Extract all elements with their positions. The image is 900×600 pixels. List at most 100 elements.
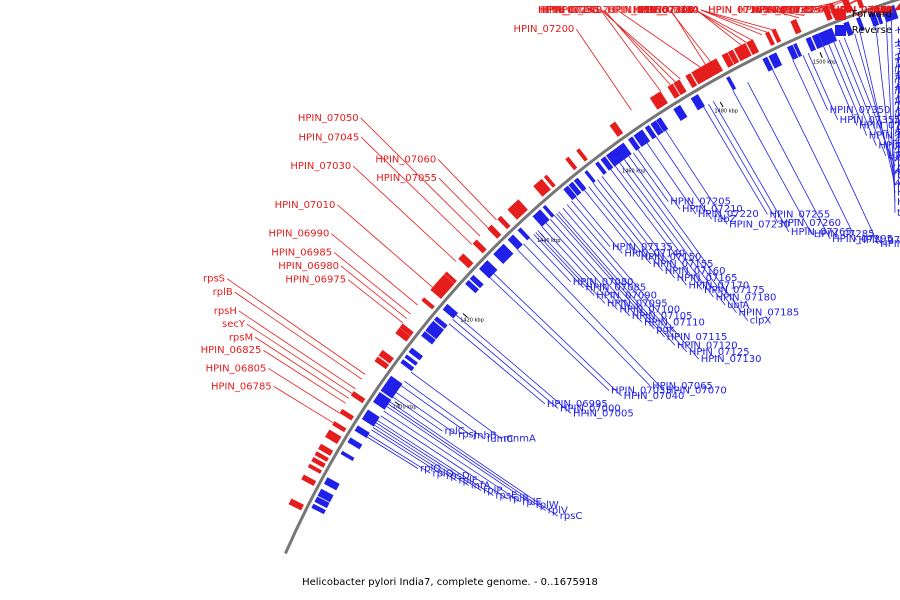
leader-line <box>562 207 688 353</box>
forward-gene-label: secY <box>222 319 246 330</box>
leader-line <box>455 314 572 414</box>
reverse-gene-label: rpsD <box>446 471 470 482</box>
leader-line <box>588 186 652 265</box>
forward-gene-label: HPIN_07310 <box>633 5 694 16</box>
forward-gene-label: HPIN_07920 <box>832 5 893 16</box>
leader-line <box>535 232 595 296</box>
label-leader-lines <box>226 0 900 517</box>
leader-line <box>894 47 900 73</box>
reverse-gene-label: HPIN_07775 <box>897 37 900 48</box>
reverse-gene-label: HPIN_07355 <box>840 115 900 126</box>
forward-gene-label: HPIN_07440 <box>774 5 835 16</box>
forward-gene <box>609 121 624 137</box>
reverse-gene <box>317 488 334 503</box>
reverse-gene <box>605 151 621 167</box>
reverse-gene-label: HPIN_07230 <box>729 219 790 230</box>
forward-gene-label: dnaA <box>867 5 893 16</box>
reverse-gene <box>388 375 403 388</box>
reverse-gene-label: HPIN_07635 <box>897 156 900 167</box>
forward-gene-label: HPIN_07580 <box>832 5 893 16</box>
forward-gene <box>307 463 322 474</box>
forward-gene <box>533 181 549 197</box>
leader-line <box>392 396 443 432</box>
reverse-gene-label: HPIN_07005 <box>573 408 634 419</box>
leader-line <box>388 403 546 511</box>
reverse-gene-label: HPIN_07915 <box>897 83 900 94</box>
forward-gene-label: HPIN_07590 <box>832 5 893 16</box>
reverse-gene-label: HPIN_07210 <box>682 204 743 215</box>
reverse-gene <box>429 320 444 335</box>
forward-gene-label: HPIN_06975 <box>285 275 346 286</box>
leader-line <box>523 243 665 391</box>
forward-gene <box>430 283 447 300</box>
forward-gene <box>856 0 865 9</box>
leader-line <box>894 62 900 84</box>
forward-gene-label: rpsH <box>214 306 237 317</box>
leader-line <box>571 200 611 248</box>
forward-gene-label: HPIN_07425 <box>760 5 821 16</box>
forward-gene-label: HPIN_07055 <box>376 173 437 184</box>
reverse-gene <box>380 383 397 399</box>
tick-mark <box>462 313 468 318</box>
forward-gene-label: HPIN_07655 <box>832 5 893 16</box>
forward-gene <box>434 278 451 294</box>
reverse-gene-label: HPIN_07600 <box>897 82 900 93</box>
leader-line <box>800 1 837 11</box>
reverse-gene-label: HPIN_06995 <box>547 399 608 410</box>
forward-gene-label: HPIN_07050 <box>298 113 359 124</box>
tick-label: 1420 kbp <box>460 317 484 323</box>
forward-gene-label: HPIN_07280 <box>607 5 668 16</box>
leader-line <box>646 142 697 215</box>
leader-line <box>712 101 790 233</box>
forward-gene <box>543 174 556 188</box>
leader-line <box>833 41 877 146</box>
legend-label-reverse: Reverse <box>851 24 892 36</box>
forward-gene-label: HPIN_07030 <box>290 161 351 172</box>
leader-line <box>656 136 712 220</box>
forward-gene-label: HPIN_07245 <box>540 5 601 16</box>
leader-line <box>333 252 411 315</box>
forward-gene-label: HPIN_07510 <box>832 5 893 16</box>
forward-gene-label: HPIN_07420 <box>752 5 813 16</box>
leader-line <box>517 249 651 387</box>
leader-line <box>703 106 768 215</box>
forward-gene <box>487 224 502 239</box>
forward-gene-label: HPIN_07330 <box>638 5 699 16</box>
leader-line <box>610 169 703 291</box>
reverse-gene <box>372 395 389 410</box>
forward-gene <box>301 474 317 486</box>
reverse-gene <box>868 11 880 27</box>
reverse-gene-label: HPIN_07160 <box>665 266 726 277</box>
reverse-gene-label: HPIN_07490 <box>897 118 900 129</box>
reverse-gene-label: HPIN_07260 <box>780 218 841 229</box>
leader-line <box>448 323 546 405</box>
reverse-gene <box>888 4 899 21</box>
leader-line <box>366 436 419 469</box>
forward-gene <box>667 83 680 99</box>
reverse-gene <box>811 33 824 50</box>
leader-line <box>823 46 858 126</box>
forward-gene-label: HPIN_07045 <box>298 132 359 143</box>
forward-gene-label: HPIN_06980 <box>278 261 339 272</box>
reverse-gene-label: HPIN_07080 <box>573 277 634 288</box>
forward-gene-label: HPIN_06785 <box>211 381 272 392</box>
forward-gene-label: HPIN_07670 <box>832 5 893 16</box>
reverse-gene <box>627 136 641 151</box>
reverse-gene <box>465 279 479 294</box>
reverse-gene-label: HPIN_07135 <box>612 242 673 253</box>
reverse-gene <box>600 156 614 171</box>
leader-line <box>238 310 356 390</box>
reverse-gene <box>881 6 893 23</box>
reverse-gene <box>498 243 514 260</box>
leader-line <box>226 278 366 375</box>
leader-line <box>361 137 473 245</box>
reverse-gene <box>793 42 803 58</box>
reverse-gene-label: rplW <box>536 500 559 511</box>
forward-gene-label: HPIN_07060 <box>375 154 436 165</box>
reverse-gene-label: HPIN_07890 <box>897 166 900 177</box>
forward-gene-label: HPIN_07305 <box>633 5 694 16</box>
reverse-gene-label: HPIN_07465 <box>897 100 900 111</box>
reverse-gene-label: HPIN_07285 <box>814 229 875 240</box>
forward-gene-label: HPIN_07680 <box>832 5 893 16</box>
reverse-gene-label: HPIN_07390 <box>897 161 900 172</box>
